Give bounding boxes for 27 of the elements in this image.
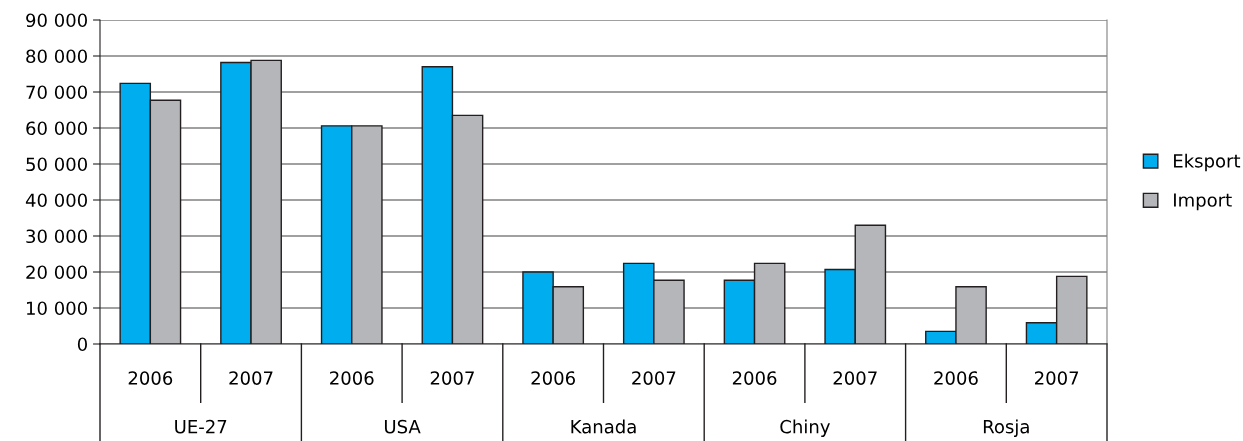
- y-tick-label: 50 000: [26, 157, 87, 172]
- legend-label: Import: [1174, 193, 1232, 211]
- y-tick-label: 90 000: [26, 13, 87, 28]
- y-tick-label: 80 000: [26, 49, 87, 64]
- y-tick-label: 20 000: [26, 265, 87, 280]
- x-tick-label: 2007: [1035, 371, 1079, 385]
- x-tick-label: 2007: [632, 371, 676, 385]
- legend-label: Eksport: [1174, 153, 1241, 172]
- y-tick-label: 40 000: [25, 193, 87, 208]
- y-tick-label: 70 000: [26, 85, 87, 100]
- y-tick-label: 0: [77, 337, 87, 352]
- x-tick-label: 2007: [229, 371, 273, 385]
- x-tick-label: 2007: [430, 371, 474, 385]
- y-tick-label: 30 000: [26, 229, 87, 244]
- y-tick-label: 10 000: [27, 301, 87, 316]
- x-tick-label: 2006: [732, 371, 777, 385]
- text: Kanada: [571, 419, 636, 434]
- text: UE-27: [175, 419, 227, 434]
- text: Rosja: [983, 419, 1029, 437]
- x-tick-label: 2007: [833, 371, 877, 385]
- x-tick-label: 2006: [330, 371, 374, 385]
- y-tick-label: 60 000: [26, 121, 87, 136]
- x-tick-label: 2006: [934, 371, 978, 385]
- text: Chiny: [780, 419, 830, 437]
- x-tick-label: 2006: [531, 371, 575, 385]
- x-tick-label: 2006: [128, 371, 173, 385]
- text: USA: [384, 419, 421, 434]
